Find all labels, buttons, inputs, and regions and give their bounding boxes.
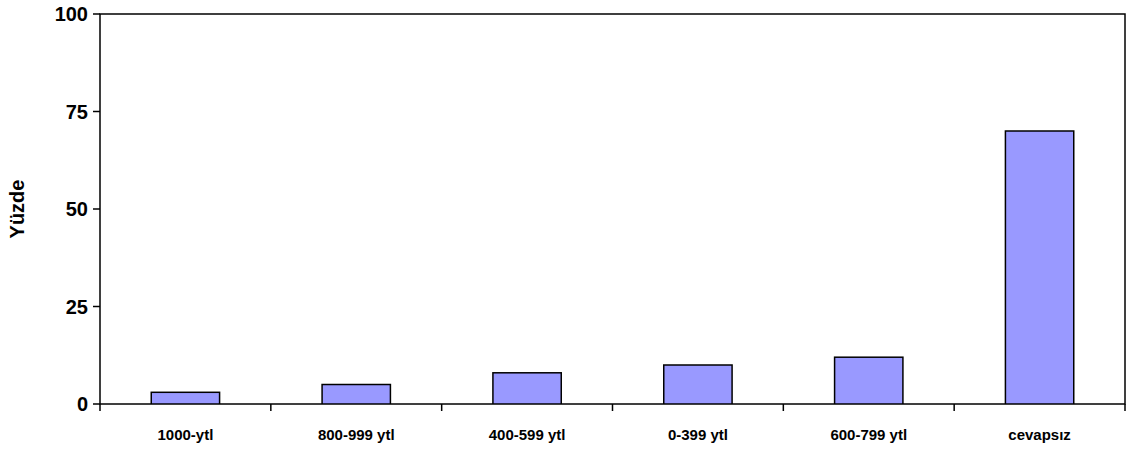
- x-tick-label: 1000-ytl: [157, 426, 213, 443]
- y-tick-label: 75: [66, 101, 88, 123]
- x-tick: [953, 404, 955, 411]
- bars: [151, 131, 1074, 404]
- x-tick: [441, 404, 443, 411]
- y-tick: [93, 403, 100, 405]
- bar: [835, 357, 903, 404]
- y-tick-label: 100: [55, 3, 88, 25]
- y-tick-label: 50: [66, 198, 88, 220]
- bar: [151, 392, 219, 404]
- y-tick-label: 0: [77, 393, 88, 415]
- y-tick: [93, 208, 100, 210]
- y-axis-label: Yüzde: [6, 180, 28, 239]
- chart-svg: 0 25 50 75 100 Yüzde 1000-ytl 800-999 ytl 400-59…: [0, 0, 1134, 474]
- x-tick-label: 800-999 ytl: [318, 426, 395, 443]
- x-tick: [783, 404, 785, 411]
- x-tick-label: cevapsız: [1008, 426, 1071, 443]
- x-tick: [612, 404, 614, 411]
- y-tick-label: 25: [66, 296, 88, 318]
- x-tick-label: 400-599 ytl: [489, 426, 566, 443]
- bar: [664, 365, 732, 404]
- bar: [493, 373, 561, 404]
- x-tick: [270, 404, 272, 411]
- x-tick: [99, 404, 101, 411]
- x-tick-label: 600-799 ytl: [830, 426, 907, 443]
- x-tick-label: 0-399 ytl: [668, 426, 728, 443]
- x-tick: [1124, 404, 1126, 411]
- plot-frame: [100, 14, 1125, 404]
- chart-container: 0 25 50 75 100 Yüzde 1000-ytl 800-999 ytl 400-59…: [0, 0, 1134, 474]
- bar: [1005, 131, 1073, 404]
- y-tick: [93, 111, 100, 113]
- bar: [322, 385, 390, 405]
- y-tick: [93, 13, 100, 15]
- y-tick: [93, 306, 100, 308]
